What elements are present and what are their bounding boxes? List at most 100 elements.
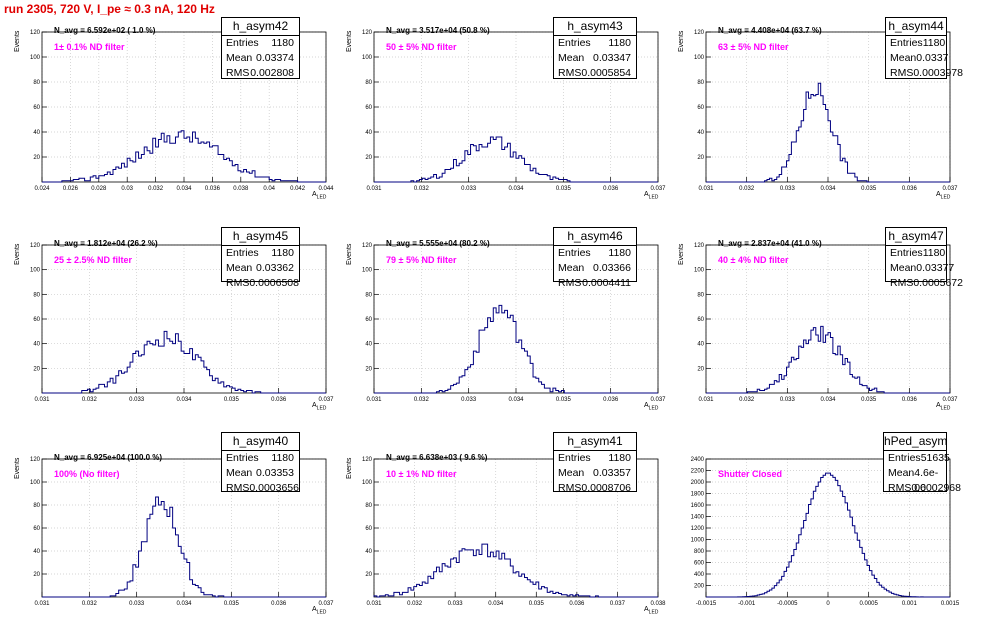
x-axis-label: ALED [936,402,950,411]
navg-text: N_avg = 6.638e+03 ( 9.6 %) [386,453,488,462]
filter-annotation: 40 ± 4% ND filter [718,255,789,265]
stat-entries-row: Entries 51635 [884,451,950,466]
x-tick-label: 0 [826,601,830,607]
x-tick-label: 0.028 [91,186,107,192]
x-tick-label: 0.031 [698,397,714,403]
y-tick-label: 80 [365,80,372,86]
x-tick-label: 0.0015 [941,601,960,607]
x-tick-label: 0.034 [508,186,524,192]
x-tick-label: 0.038 [233,186,249,192]
x-axis-label: ALED [644,402,658,411]
histogram-name: hPed_asym [884,433,947,451]
x-tick-label: -0.0015 [696,601,717,607]
stat-rms-value: 0.0004411 [582,277,631,289]
histogram-line [706,472,950,598]
y-tick-label: 40 [365,130,372,136]
stat-rms-label: RMS [890,67,914,79]
x-tick-label: 0.042 [290,186,306,192]
x-tick-label: 0.001 [902,601,918,607]
y-tick-label: 1200 [691,526,705,532]
filter-annotation: 10 ± 1% ND filter [386,469,457,479]
stats-box: h_asym41 Entries 1180 Mean 0.03357 RMS 0.00087… [553,432,637,494]
x-axis-label-main: A [312,606,317,613]
x-axis-label-main: A [936,191,941,198]
stat-entries-label: Entries [890,247,923,259]
x-tick-label: 0.031 [698,186,714,192]
y-tick-label: 2000 [691,480,705,486]
y-tick-label: 600 [694,561,705,567]
y-tick-label: 60 [365,526,372,532]
x-tick-label: 0.033 [129,397,145,403]
stat-rms-row: RMS 0.0005672 [886,276,963,291]
y-tick-label: 120 [30,30,41,36]
x-axis-label: ALED [312,402,326,411]
histogram-name: h_asym47 [886,228,946,246]
x-tick-label: 0.034 [820,397,836,403]
stat-mean-value: 0.03366 [593,262,631,274]
y-tick-label: 20 [365,155,372,161]
stat-mean-label: Mean [226,262,253,274]
x-tick-label: 0.035 [861,397,877,403]
filter-annotation: 50 ± 5% ND filter [386,42,457,52]
stat-mean-value: 4.6e-06 [914,467,939,494]
y-tick-label: 80 [33,80,40,86]
y-tick-label: 1400 [691,515,705,521]
stat-entries-label: Entries [226,37,259,49]
y-tick-label: 1600 [691,503,705,509]
x-tick-label: 0.037 [650,186,666,192]
x-tick-label: 0.035 [556,186,572,192]
histogram-line [706,82,950,183]
y-tick-label: 40 [33,549,40,555]
y-tick-label: 200 [694,584,705,590]
x-axis-label-sub: LED [648,609,659,616]
x-tick-label: 0.035 [529,601,545,607]
x-tick-label: 0.032 [407,601,423,607]
x-tick-label: 0.036 [271,601,287,607]
stat-rms-label: RMS [890,277,914,289]
x-tick-label: 0.031 [366,601,382,607]
x-tick-label: 0.036 [569,601,585,607]
histogram-name: h_asym41 [554,433,636,451]
histogram-name: h_asym46 [554,228,636,246]
stat-entries-row: Entries 1180 [886,246,946,261]
stat-rms-value: 0.0002968 [911,482,961,494]
stat-mean-label: Mean [226,467,253,479]
y-tick-label: 80 [33,292,40,298]
stat-entries-row: Entries 1180 [554,246,636,261]
x-tick-label: 0.037 [318,601,334,607]
y-tick-label: 120 [694,243,705,249]
histogram-name: h_asym42 [222,18,299,36]
x-tick-label: 0.032 [414,397,430,403]
x-tick-label: 0.037 [610,601,626,607]
navg-text: N_avg = 1.812e+04 (26.2 %) [54,239,158,248]
stat-rms-value: 0.0008706 [581,482,631,494]
stat-mean-label: Mean [558,262,585,274]
x-axis-label: ALED [644,606,658,615]
y-tick-label: 100 [30,55,41,61]
stat-entries-row: Entries 1180 [222,36,299,51]
stat-mean-value: 0.03374 [256,52,294,64]
x-tick-label: -0.0005 [777,601,798,607]
y-tick-label: 40 [365,549,372,555]
x-tick-label: 0.032 [82,397,98,403]
x-tick-label: 0.037 [318,397,334,403]
y-tick-label: 20 [365,366,372,372]
stat-entries-row: Entries 1180 [554,36,636,51]
stat-entries-value: 1180 [608,247,631,259]
stat-entries-label: Entries [226,247,259,259]
stats-box: h_asym42 Entries 1180 Mean 0.03374 RMS 0.00280… [221,17,300,79]
x-tick-label: 0.035 [861,186,877,192]
x-tick-label: 0.036 [271,397,287,403]
x-tick-label: 0.033 [780,397,796,403]
histogram-line [42,330,326,394]
stat-entries-row: Entries 1180 [222,451,299,466]
y-tick-label: 60 [33,317,40,323]
x-tick-label: 0.033 [448,601,464,607]
stat-entries-value: 1180 [608,37,631,49]
x-axis-label-main: A [312,402,317,409]
stat-entries-label: Entries [890,37,923,49]
